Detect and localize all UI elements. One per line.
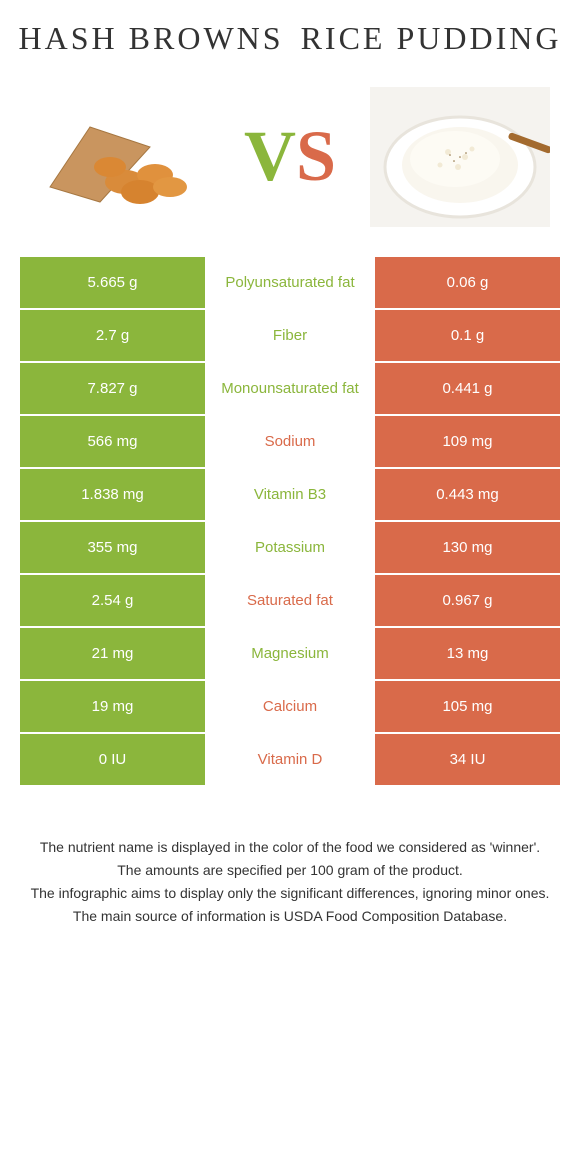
nutrient-name-cell: Sodium <box>205 416 375 467</box>
footer-line: The nutrient name is displayed in the co… <box>30 837 550 858</box>
header: Hash browns Rice pudding <box>0 0 580 67</box>
right-food-title: Rice pudding <box>301 20 562 57</box>
nutrient-name-cell: Vitamin B3 <box>205 469 375 520</box>
table-row: 1.838 mgVitamin B30.443 mg <box>20 469 560 522</box>
table-row: 566 mgSodium109 mg <box>20 416 560 469</box>
left-value-cell: 19 mg <box>20 681 205 732</box>
footer-line: The infographic aims to display only the… <box>30 883 550 904</box>
left-value-cell: 1.838 mg <box>20 469 205 520</box>
left-value-cell: 355 mg <box>20 522 205 573</box>
nutrient-name-cell: Potassium <box>205 522 375 573</box>
nutrient-name-cell: Calcium <box>205 681 375 732</box>
comparison-table: 5.665 gPolyunsaturated fat0.06 g2.7 gFib… <box>20 257 560 787</box>
footer-line: The amounts are specified per 100 gram o… <box>30 860 550 881</box>
right-food-image <box>370 87 550 227</box>
right-value-cell: 109 mg <box>375 416 560 467</box>
right-value-cell: 0.443 mg <box>375 469 560 520</box>
vs-v: V <box>244 115 296 198</box>
left-value-cell: 21 mg <box>20 628 205 679</box>
vs-s: S <box>296 115 336 198</box>
right-value-cell: 105 mg <box>375 681 560 732</box>
table-row: 2.54 gSaturated fat0.967 g <box>20 575 560 628</box>
nutrient-name-cell: Fiber <box>205 310 375 361</box>
right-value-cell: 0.967 g <box>375 575 560 626</box>
nutrient-name-cell: Monounsaturated fat <box>205 363 375 414</box>
left-value-cell: 7.827 g <box>20 363 205 414</box>
table-row: 21 mgMagnesium13 mg <box>20 628 560 681</box>
nutrient-name-cell: Magnesium <box>205 628 375 679</box>
table-row: 19 mgCalcium105 mg <box>20 681 560 734</box>
left-food-image <box>30 87 210 227</box>
left-value-cell: 2.54 g <box>20 575 205 626</box>
right-value-cell: 0.441 g <box>375 363 560 414</box>
nutrient-name-cell: Saturated fat <box>205 575 375 626</box>
footer-line: The main source of information is USDA F… <box>30 906 550 927</box>
left-food-title: Hash browns <box>19 20 284 57</box>
footer-notes: The nutrient name is displayed in the co… <box>0 787 580 949</box>
table-row: 355 mgPotassium130 mg <box>20 522 560 575</box>
right-value-cell: 34 IU <box>375 734 560 785</box>
right-value-cell: 130 mg <box>375 522 560 573</box>
table-row: 7.827 gMonounsaturated fat0.441 g <box>20 363 560 416</box>
nutrient-name-cell: Polyunsaturated fat <box>205 257 375 308</box>
table-row: 2.7 gFiber0.1 g <box>20 310 560 363</box>
right-value-cell: 13 mg <box>375 628 560 679</box>
left-value-cell: 0 IU <box>20 734 205 785</box>
left-value-cell: 5.665 g <box>20 257 205 308</box>
vs-label: VS <box>244 115 336 198</box>
nutrient-name-cell: Vitamin D <box>205 734 375 785</box>
left-value-cell: 2.7 g <box>20 310 205 361</box>
right-value-cell: 0.1 g <box>375 310 560 361</box>
table-row: 0 IUVitamin D34 IU <box>20 734 560 787</box>
left-value-cell: 566 mg <box>20 416 205 467</box>
images-row: VS <box>0 67 580 257</box>
right-value-cell: 0.06 g <box>375 257 560 308</box>
table-row: 5.665 gPolyunsaturated fat0.06 g <box>20 257 560 310</box>
